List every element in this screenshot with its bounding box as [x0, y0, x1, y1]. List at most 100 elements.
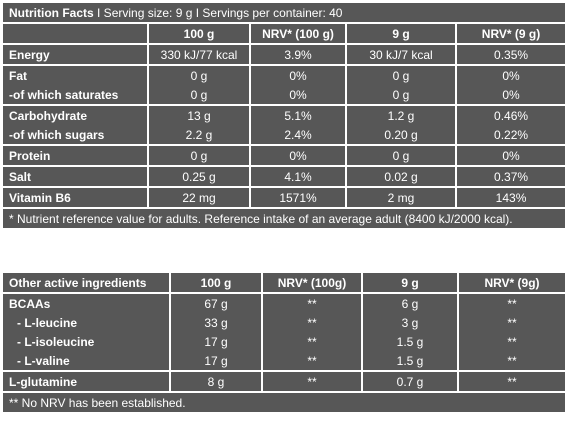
row-label: L-glutamine — [1, 370, 171, 392]
header-cell: NRV* (9g) — [457, 271, 566, 293]
value-cell: 0 g — [147, 85, 251, 105]
value-cell: 22 mg — [147, 186, 251, 208]
data-row: Salt 0.25 g 4.1% 0.02 g 0.37% — [1, 165, 566, 187]
data-row: L-glutamine 8 g ** 0.7 g ** — [1, 370, 566, 392]
value-cell: 0.46% — [454, 104, 566, 125]
header-row: 100 g NRV* (100 g) 9 g NRV* (9 g) — [1, 22, 566, 44]
value-cell: 0 g — [345, 85, 457, 105]
data-row: Energy 330 kJ/77 kcal 3.9% 30 kJ/7 kcal 0.35… — [1, 43, 566, 65]
value-cell: 4.1% — [249, 165, 347, 187]
data-row: - L-isoleucine 17 g ** 1.5 g ** — [1, 332, 566, 351]
header-cell: NRV* (100 g) — [249, 22, 347, 44]
value-cell: 0.35% — [454, 43, 566, 65]
title-row: Nutrition Facts I Serving size: 9 g I Se… — [0, 1, 566, 23]
ingredients-table: Other active ingredients 100 g NRV* (100g)… — [1, 271, 566, 414]
serving: I Serving size: 9 g I Servings per conta… — [97, 5, 343, 20]
row-label: Fat — [1, 64, 149, 85]
header-cell: NRV* (9 g) — [454, 22, 566, 44]
value-cell: 0 g — [147, 64, 251, 85]
data-row: Vitamin B6 22 mg 1571% 2 mg 143% — [1, 186, 566, 208]
value-cell: 30 kJ/7 kcal — [345, 43, 457, 65]
value-cell: 17 g — [169, 351, 263, 371]
header-cell: 9 g — [345, 22, 457, 44]
value-cell: 33 g — [169, 313, 263, 332]
value-cell: 3 g — [361, 313, 459, 332]
row-label: -of which sugars — [1, 125, 149, 145]
value-cell: 3.9% — [249, 43, 347, 65]
nutrition-table: Nutrition Facts I Serving size: 9 g I Se… — [0, 1, 566, 230]
header-cell: 9 g — [361, 271, 459, 293]
value-cell: 143% — [454, 186, 566, 208]
value-cell: 0.02 g — [345, 165, 457, 187]
value-cell: 0% — [249, 85, 347, 105]
row-label: - L-leucine — [1, 313, 171, 332]
value-cell: 2.4% — [249, 125, 347, 145]
value-cell: 5.1% — [249, 104, 347, 125]
value-cell: ** — [457, 313, 566, 332]
value-cell: ** — [261, 370, 363, 392]
data-row: Fat 0 g 0% 0 g 0% — [1, 64, 566, 85]
data-row: BCAAs 67 g ** 6 g ** — [1, 292, 566, 313]
value-cell: 0.22% — [454, 125, 566, 145]
value-cell: 0% — [249, 64, 347, 85]
value-cell: 1571% — [249, 186, 347, 208]
row-label: Carbohydrate — [1, 104, 149, 125]
value-cell: ** — [457, 332, 566, 351]
value-cell: 8 g — [169, 370, 263, 392]
header-cell: 100 g — [169, 271, 263, 293]
row-label: BCAAs — [1, 292, 171, 313]
value-cell: ** — [261, 332, 363, 351]
footnote-row: ** No NRV has been established. — [1, 391, 566, 413]
value-cell: 1.5 g — [361, 332, 459, 351]
value-cell: 0.7 g — [361, 370, 459, 392]
value-cell: 0% — [249, 144, 347, 166]
row-label: - L-valine — [1, 351, 171, 371]
value-cell: 0% — [454, 144, 566, 166]
data-row: -of which sugars 2.2 g 2.4% 0.20 g 0.22% — [1, 125, 566, 145]
value-cell: 1.5 g — [361, 351, 459, 371]
value-cell: 0% — [454, 64, 566, 85]
row-label: Vitamin B6 — [1, 186, 149, 208]
title: Nutrition Facts — [9, 5, 94, 20]
header-cell: 100 g — [147, 22, 251, 44]
value-cell: 6 g — [361, 292, 459, 313]
data-row: - L-valine 17 g ** 1.5 g ** — [1, 351, 566, 371]
footnote: ** No NRV has been established. — [1, 391, 566, 413]
value-cell: 1.2 g — [345, 104, 457, 125]
row-label: - L-isoleucine — [1, 332, 171, 351]
header-cell — [1, 22, 149, 44]
footnote-row: * Nutrient reference value for adults. R… — [0, 207, 566, 229]
value-cell: 0 g — [345, 144, 457, 166]
value-cell: ** — [457, 370, 566, 392]
title-cell: Nutrition Facts I Serving size: 9 g I Se… — [0, 1, 566, 23]
value-cell: ** — [261, 292, 363, 313]
value-cell: 67 g — [169, 292, 263, 313]
value-cell: 0% — [454, 85, 566, 105]
value-cell: 13 g — [147, 104, 251, 125]
header-row: Other active ingredients 100 g NRV* (100g)… — [1, 271, 566, 293]
value-cell: 2.2 g — [147, 125, 251, 145]
value-cell: 0.37% — [454, 165, 566, 187]
value-cell: ** — [261, 313, 363, 332]
header-cell: NRV* (100g) — [261, 271, 363, 293]
value-cell: 17 g — [169, 332, 263, 351]
row-label: Protein — [1, 144, 149, 166]
value-cell: 330 kJ/77 kcal — [147, 43, 251, 65]
data-row: Protein 0 g 0% 0 g 0% — [1, 144, 566, 166]
footnote: * Nutrient reference value for adults. R… — [0, 207, 566, 229]
data-row: - L-leucine 33 g ** 3 g ** — [1, 313, 566, 332]
value-cell: 0.20 g — [345, 125, 457, 145]
data-row: Carbohydrate 13 g 5.1% 1.2 g 0.46% — [1, 104, 566, 125]
value-cell: ** — [457, 351, 566, 371]
value-cell: 0.25 g — [147, 165, 251, 187]
row-label: Energy — [1, 43, 149, 65]
value-cell: 2 mg — [345, 186, 457, 208]
data-row: -of which saturates 0 g 0% 0 g 0% — [1, 85, 566, 105]
header-cell: Other active ingredients — [1, 271, 171, 293]
value-cell: 0 g — [345, 64, 457, 85]
row-label: Salt — [1, 165, 149, 187]
value-cell: ** — [457, 292, 566, 313]
value-cell: ** — [261, 351, 363, 371]
row-label: -of which saturates — [1, 85, 149, 105]
